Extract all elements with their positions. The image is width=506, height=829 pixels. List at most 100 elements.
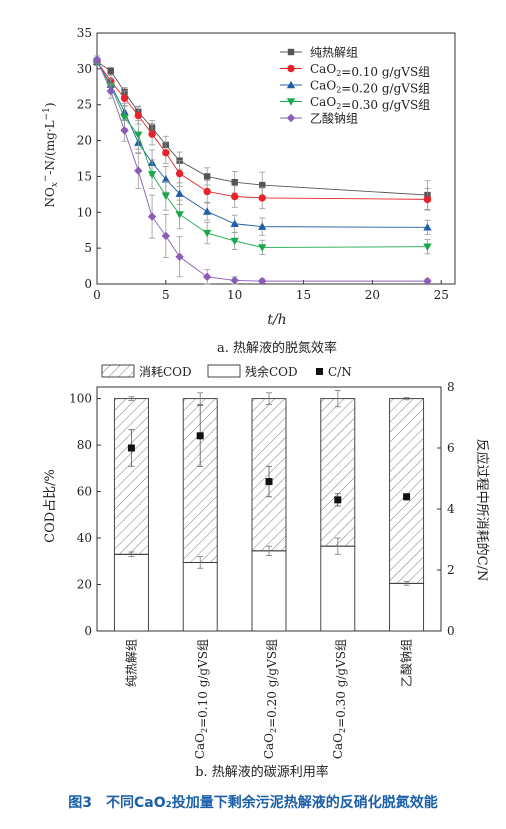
data-point: [423, 276, 432, 286]
x-tick-label: 10: [227, 288, 242, 302]
data-point: [202, 272, 212, 282]
chart-a-y-axis-label: NOx−-N/(mg·L−1): [41, 102, 60, 207]
error-bar-total: [197, 392, 204, 405]
data-point: [175, 211, 184, 219]
y-tick-label: 30: [77, 62, 92, 76]
cn-point: [196, 432, 204, 440]
category-label: 纯热解组: [124, 639, 138, 687]
data-point: [230, 192, 239, 201]
error-bar-residual: [197, 556, 204, 569]
error-bar-total: [403, 397, 410, 401]
bar-consumed-cod: [320, 398, 356, 547]
y-tick-label: 40: [77, 531, 92, 545]
data-point: [161, 192, 171, 200]
chart-a-x-axis-label: t/h: [267, 312, 286, 328]
data-point: [203, 187, 211, 196]
bar-residual-cod: [389, 582, 425, 632]
figure-caption: 图3 不同CaO₂投加量下剩余污泥热解液的反硝化脱氮效能: [68, 794, 438, 811]
chart-a-subcaption: a. 热解液的脱氮效率: [217, 340, 337, 356]
svg-text:NOx−-N/(mg·L−1): NOx−-N/(mg·L−1): [41, 102, 60, 207]
data-point: [161, 175, 171, 183]
y-tick-label: 20: [77, 134, 92, 148]
error-bar-residual: [266, 545, 272, 556]
chart-a-axes: 0 5 10 15 20 25 0 5 10 15 20 25 30 35: [77, 26, 456, 302]
y-tick-label: 100: [69, 392, 92, 406]
cn-point: [265, 478, 273, 486]
chart-a-series-layer: [92, 55, 432, 286]
y-tick-label: 20: [77, 578, 92, 592]
chart-b-y-axis-label: COD占比/%: [43, 469, 58, 543]
data-point: [134, 166, 143, 175]
data-point: [230, 276, 239, 285]
data-point: [258, 222, 267, 230]
y2-tick-label: 6: [447, 441, 455, 455]
data-point: [148, 130, 156, 138]
legend-label: CaO2=0.30 g/gVS组: [310, 95, 430, 112]
y-tick-label: 5: [84, 241, 92, 255]
chart-b-carbon-utilization: 0 20 40 60 80 100 0 2 4 6 8 纯热解组 CaO2=0.10 g/gVS组 Ca…: [43, 364, 490, 780]
legend-label: 纯热解组: [310, 46, 358, 60]
data-point: [175, 252, 184, 261]
legend-consumed-swatch: [101, 364, 135, 378]
data-point: [258, 244, 267, 252]
bar-consumed-cod: [113, 398, 149, 555]
error-bar-residual: [403, 581, 410, 586]
y-tick-label: 60: [77, 485, 92, 499]
error-bar-total: [266, 392, 272, 405]
y-tick-label: 80: [77, 438, 92, 452]
data-point: [120, 126, 129, 135]
legend-marker: [287, 64, 295, 73]
y2-tick-label: 4: [447, 502, 455, 516]
category-label: CaO2=0.30 g/gVS组: [331, 639, 348, 759]
bar-residual-cod: [113, 553, 149, 632]
legend-marker: [286, 98, 296, 106]
y-tick-label: 0: [84, 277, 92, 291]
legend-residual-label: 残余COD: [245, 364, 298, 379]
error-bar-total: [128, 396, 135, 401]
chart-a-denitrification: 0 5 10 15 20 25 0 5 10 15 20 25 30 35 纯热解组 CaO2=0.10 g…: [41, 26, 456, 356]
data-point: [92, 55, 102, 64]
legend-cn-label: C/N: [328, 365, 352, 379]
data-point: [134, 111, 143, 120]
data-point: [107, 67, 114, 75]
data-point: [423, 223, 432, 231]
x-tick-label: 5: [162, 288, 170, 302]
data-point: [162, 149, 170, 157]
data-point: [161, 231, 171, 241]
data-point: [202, 207, 212, 215]
y-tick-label: 35: [77, 26, 92, 40]
legend-marker: [287, 48, 295, 56]
data-point: [120, 114, 129, 122]
error-bar-residual: [128, 551, 135, 558]
data-point: [423, 243, 432, 251]
data-point: [175, 189, 184, 197]
data-point: [147, 171, 157, 179]
cn-point: [334, 496, 342, 504]
chart-b-y2-axis-label: 反应过程中所消耗的C/N: [474, 439, 490, 582]
x-tick-label: 20: [365, 288, 380, 302]
category-label: CaO2=0.10 g/gVS组: [193, 639, 210, 759]
legend-label: 乙酸钠组: [310, 111, 358, 126]
y-tick-label: 0: [84, 624, 92, 638]
data-point: [147, 212, 157, 221]
data-point: [423, 195, 432, 204]
data-point: [230, 237, 239, 246]
chart-b-legend: 消耗COD 残余COD C/N: [101, 364, 352, 379]
x-tick-label: 0: [93, 288, 101, 302]
bar-residual-cod: [182, 561, 218, 632]
y2-tick-label: 2: [447, 563, 455, 577]
bar-consumed-cod: [389, 398, 425, 584]
data-point: [120, 94, 129, 102]
data-point: [175, 169, 184, 178]
cn-point: [127, 444, 135, 452]
error-bar-residual: [334, 537, 341, 555]
chart-b-axes: 0 20 40 60 80 100 0 2 4 6 8: [69, 380, 455, 638]
data-point: [230, 219, 239, 227]
chart-a-frame: [96, 32, 456, 285]
data-point: [202, 229, 212, 238]
legend-residual-swatch: [207, 364, 241, 378]
data-point: [134, 131, 143, 140]
data-point: [259, 181, 266, 189]
category-label: CaO2=0.20 g/gVS组: [262, 639, 279, 759]
